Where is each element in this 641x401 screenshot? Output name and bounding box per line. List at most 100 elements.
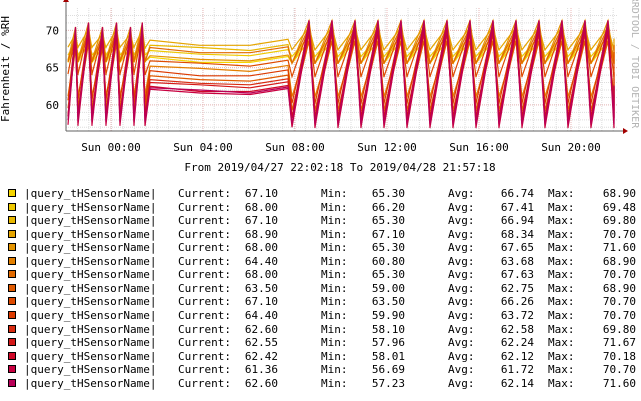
x-tick-label: Sun 12:00 [357, 141, 417, 154]
max-value: 70.70 [602, 268, 636, 282]
current-value: 64.40 [244, 254, 278, 268]
current-value: 67.10 [244, 187, 278, 200]
min-label: Min: [321, 187, 348, 200]
avg-label: Avg: [448, 376, 475, 390]
chart-axes [63, 0, 628, 134]
avg-label: Avg: [448, 349, 475, 363]
min-value: 59.90 [371, 308, 405, 322]
current-label: Current: [178, 214, 231, 228]
current-value: 62.60 [244, 322, 278, 336]
legend-swatch [8, 229, 16, 238]
max-value: 71.67 [602, 336, 636, 350]
chart-tick-labels: Sun 00:00 Sun 04:00 Sun 08:00 Sun 12:00 Sun … [46, 24, 601, 154]
avg-value: 61.72 [500, 363, 534, 377]
min-value: 67.10 [371, 227, 405, 241]
avg-value: 67.65 [500, 241, 534, 255]
min-label: Min: [321, 281, 348, 295]
avg-value: 62.58 [500, 322, 534, 336]
y-tick-label: 70 [46, 24, 59, 37]
legend-row: |query_tHSensorName| Current: 67.10 Min: 65.… [0, 187, 641, 201]
legend-row: |query_tHSensorName| Current: 68.00 Min: 65.… [0, 268, 641, 282]
avg-value: 63.68 [500, 254, 534, 268]
max-label: Max: [548, 349, 575, 363]
legend-row: |query_tHSensorName| Current: 68.00 Min: 66.… [0, 201, 641, 215]
series-name: |query_tHSensorName| [24, 227, 157, 241]
max-label: Max: [548, 363, 575, 377]
min-value: 65.30 [371, 241, 405, 255]
series-name: |query_tHSensorName| [24, 200, 157, 214]
series-name: |query_tHSensorName| [24, 214, 157, 228]
current-value: 67.10 [244, 295, 278, 309]
legend-swatch [8, 324, 16, 333]
min-label: Min: [321, 295, 348, 309]
current-value: 68.00 [244, 268, 278, 282]
avg-value: 62.75 [500, 281, 534, 295]
legend-row: |query_tHSensorName| Current: 64.40 Min: 60.… [0, 255, 641, 269]
avg-label: Avg: [448, 241, 475, 255]
max-label: Max: [548, 376, 575, 390]
legend-swatch [8, 202, 16, 211]
avg-label: Avg: [448, 227, 475, 241]
current-label: Current: [178, 281, 231, 295]
current-label: Current: [178, 363, 231, 377]
legend-row: |query_tHSensorName| Current: 62.60 Min: 57.… [0, 377, 641, 391]
legend-row: |query_tHSensorName| Current: 68.00 Min: 65.… [0, 241, 641, 255]
avg-value: 66.74 [500, 187, 534, 200]
avg-label: Avg: [448, 214, 475, 228]
current-value: 61.36 [244, 363, 278, 377]
avg-value: 67.41 [500, 200, 534, 214]
legend-row: |query_tHSensorName| Current: 64.40 Min: 59.… [0, 309, 641, 323]
min-label: Min: [321, 227, 348, 241]
min-label: Min: [321, 241, 348, 255]
min-label: Min: [321, 200, 348, 214]
legend-row: |query_tHSensorName| Current: 61.36 Min: 56.… [0, 363, 641, 377]
avg-value: 66.94 [500, 214, 534, 228]
current-label: Current: [178, 268, 231, 282]
legend-swatch [8, 378, 16, 387]
avg-label: Avg: [448, 363, 475, 377]
min-label: Min: [321, 308, 348, 322]
legend-row: |query_tHSensorName| Current: 68.90 Min: 67.… [0, 228, 641, 242]
legend-swatch [8, 365, 16, 374]
max-label: Max: [548, 281, 575, 295]
x-tick-label: Sun 04:00 [173, 141, 233, 154]
series-name: |query_tHSensorName| [24, 322, 157, 336]
max-label: Max: [548, 187, 575, 200]
legend-swatch [8, 338, 16, 347]
current-label: Current: [178, 295, 231, 309]
legend-swatch [8, 243, 16, 252]
max-label: Max: [548, 241, 575, 255]
min-value: 65.30 [371, 268, 405, 282]
max-value: 68.90 [602, 281, 636, 295]
max-label: Max: [548, 308, 575, 322]
min-value: 66.20 [371, 200, 405, 214]
min-value: 56.69 [371, 363, 405, 377]
min-value: 63.50 [371, 295, 405, 309]
max-value: 70.18 [602, 349, 636, 363]
min-label: Min: [321, 254, 348, 268]
max-value: 69.80 [602, 322, 636, 336]
avg-label: Avg: [448, 268, 475, 282]
min-label: Min: [321, 363, 348, 377]
series-name: |query_tHSensorName| [24, 281, 157, 295]
series-name: |query_tHSensorName| [24, 376, 157, 390]
avg-label: Avg: [448, 336, 475, 350]
max-label: Max: [548, 227, 575, 241]
series-name: |query_tHSensorName| [24, 336, 157, 350]
y-tick-label: 65 [46, 62, 59, 75]
min-label: Min: [321, 322, 348, 336]
min-label: Min: [321, 376, 348, 390]
avg-label: Avg: [448, 295, 475, 309]
max-value: 71.60 [602, 241, 636, 255]
max-value: 69.48 [602, 200, 636, 214]
max-value: 70.70 [602, 227, 636, 241]
current-label: Current: [178, 336, 231, 350]
max-value: 70.70 [602, 308, 636, 322]
max-value: 68.90 [602, 187, 636, 200]
x-tick-label: Sun 16:00 [449, 141, 509, 154]
x-tick-label: Sun 20:00 [541, 141, 601, 154]
legend-swatch [8, 283, 16, 292]
current-label: Current: [178, 308, 231, 322]
current-value: 67.10 [244, 214, 278, 228]
series-name: |query_tHSensorName| [24, 349, 157, 363]
